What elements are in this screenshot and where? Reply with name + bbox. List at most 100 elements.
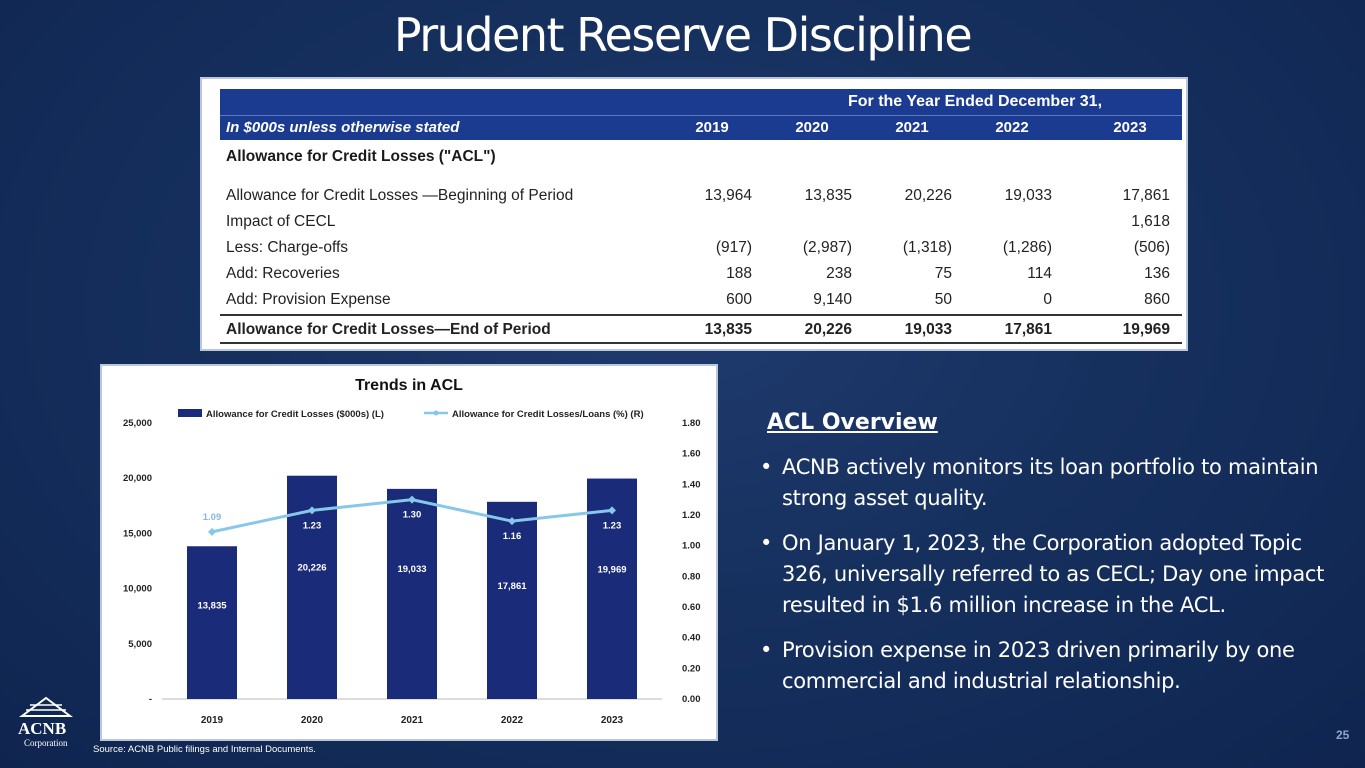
acl-trend-chart: Trends in ACL Allowance for Credit Losses… [123, 377, 701, 726]
cell: 860 [1144, 291, 1170, 308]
year-header: 2020 [795, 119, 829, 136]
year-header: 2019 [695, 119, 729, 136]
x-axis-tick-label: 2020 [301, 715, 324, 726]
legend-label-line: Allowance for Credit Losses/Loans (%) (R… [452, 409, 644, 420]
source-note: Source: ACNB Public filings and Internal… [93, 744, 316, 755]
row-label: Add: Provision Expense [226, 291, 391, 308]
left-axis-tick-label: 25,000 [123, 418, 152, 429]
cell: 19,969 [1122, 321, 1170, 338]
page-title: Prudent Reserve Discipline [393, 8, 973, 62]
line-point [608, 506, 616, 515]
cell: (917) [715, 239, 752, 256]
row-label: Less: Charge-offs [226, 239, 349, 256]
cell: (1,286) [1002, 239, 1052, 256]
legend-swatch-bar [178, 409, 202, 417]
cell: 17,861 [1004, 321, 1052, 338]
cell: 136 [1144, 265, 1170, 282]
bar-data-label: 19,969 [597, 565, 626, 576]
row-label: Allowance for Credit Losses—End of Perio… [226, 321, 551, 338]
bar-data-label: 17,861 [497, 581, 527, 592]
overview-bullets: ACNB actively monitors its loan portfoli… [760, 452, 1340, 711]
legend-marker-line [433, 410, 439, 416]
table-body: Allowance for Credit Losses —Beginning o… [220, 182, 1182, 312]
year-header: 2022 [995, 119, 1029, 136]
cell: 17,861 [1122, 187, 1170, 204]
cell: (2,987) [802, 239, 852, 256]
bullet-item: On January 1, 2023, the Corporation adop… [760, 528, 1340, 621]
cell: 75 [934, 265, 952, 282]
cell: 238 [826, 265, 852, 282]
line-point [508, 517, 516, 526]
x-axis-tick-label: 2019 [201, 715, 224, 726]
right-axis-tick-label: 1.20 [682, 510, 701, 521]
bar [487, 501, 537, 699]
cell: 600 [726, 291, 752, 308]
cell: 19,033 [904, 321, 952, 338]
table-row: Allowance for Credit Losses —Beginning o… [220, 182, 1182, 208]
cell: 20,226 [804, 321, 852, 338]
table-total-row: Allowance for Credit Losses—End of Perio… [220, 314, 1182, 344]
left-axis-tick-label: - [149, 694, 152, 705]
line-data-label: 1.09 [203, 512, 222, 523]
acnb-logo-icon [19, 696, 73, 717]
left-axis-tick-label: 5,000 [128, 639, 152, 650]
bar-data-label: 19,033 [397, 564, 426, 575]
right-axis-tick-label: 1.40 [682, 479, 701, 490]
cell: 19,033 [1004, 187, 1052, 204]
right-axis-tick-label: 0.60 [682, 602, 701, 613]
logo-name: ACNB [18, 719, 67, 738]
cell: (1,318) [902, 239, 952, 256]
cell: 0 [1043, 291, 1052, 308]
unit-label: In $000s unless otherwise stated [226, 119, 460, 136]
right-axis-tick-label: 0.00 [682, 694, 701, 705]
acl-table: For the Year Ended December 31, In $000s… [220, 89, 1182, 344]
bar [387, 488, 437, 699]
bullet-item: ACNB actively monitors its loan portfoli… [760, 452, 1340, 514]
table-row: Less: Charge-offs (917) (2,987) (1,318) (1,2… [220, 234, 1182, 260]
line-point [208, 527, 216, 536]
row-label: Add: Recoveries [226, 265, 340, 282]
right-axis-tick-label: 1.80 [682, 418, 701, 429]
bar [587, 478, 637, 699]
right-axis-tick-label: 1.60 [682, 449, 701, 460]
right-axis-tick-label: 1.00 [682, 541, 701, 552]
cell: (506) [1133, 239, 1170, 256]
bar [187, 546, 237, 699]
cell: 1,618 [1131, 213, 1170, 230]
acl-table-card: For the Year Ended December 31, In $000s… [200, 77, 1188, 351]
table-section-title: Allowance for Credit Losses ("ACL") [226, 148, 496, 165]
left-axis-tick-label: 10,000 [123, 584, 152, 595]
table-row: Impact of CECL 1,618 [220, 208, 1182, 234]
cell: 13,835 [804, 187, 852, 204]
line-data-label: 1.16 [503, 531, 522, 542]
line-point [308, 506, 316, 515]
cell: 13,964 [704, 187, 752, 204]
left-axis-tick-label: 15,000 [123, 528, 152, 539]
line-data-label: 1.30 [403, 510, 422, 521]
bullet-item: Provision expense in 2023 driven primari… [760, 635, 1340, 697]
bar-data-label: 20,226 [297, 563, 326, 574]
line-data-label: 1.23 [603, 520, 622, 531]
year-header: 2023 [1113, 119, 1147, 136]
cell: 20,226 [904, 187, 952, 204]
legend-label-bar: Allowance for Credit Losses ($000s) (L) [206, 409, 384, 420]
left-axis-tick-label: 20,000 [123, 473, 152, 484]
x-axis-tick-label: 2022 [501, 715, 524, 726]
line-data-label: 1.23 [303, 520, 322, 531]
right-axis-tick-label: 0.40 [682, 633, 701, 644]
cell: 50 [934, 291, 952, 308]
cell: 9,140 [813, 291, 852, 308]
row-label: Impact of CECL [226, 213, 336, 230]
table-row: Add: Provision Expense 600 9,140 50 0 860 [220, 286, 1182, 312]
page-number: 25 [1336, 728, 1350, 742]
row-label: Allowance for Credit Losses —Beginning o… [226, 187, 574, 204]
table-period-header: For the Year Ended December 31, [220, 89, 1182, 115]
line-point [408, 495, 416, 504]
cell: 13,835 [704, 321, 752, 338]
chart-title: Trends in ACL [355, 377, 463, 394]
x-axis-tick-label: 2021 [401, 715, 424, 726]
bar-data-label: 13,835 [197, 600, 227, 611]
right-axis-tick-label: 0.80 [682, 571, 701, 582]
table-row: Add: Recoveries 188 238 75 114 136 [220, 260, 1182, 286]
overview-title: ACL Overview [767, 410, 938, 435]
